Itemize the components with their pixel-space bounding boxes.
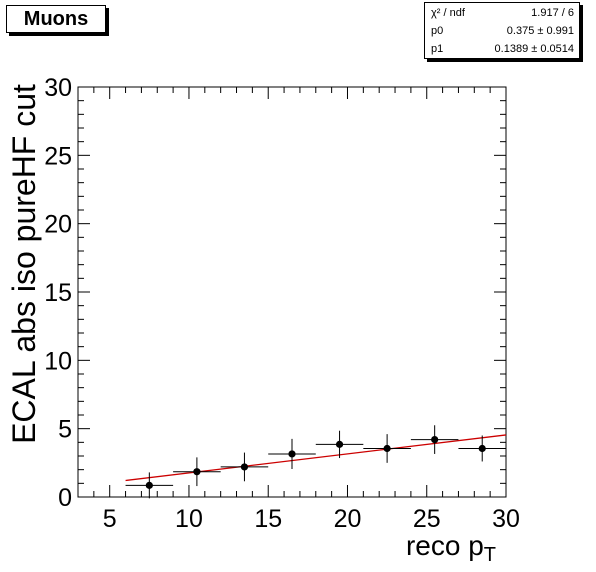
x-tick-label: 15 [254,505,282,533]
fit-line [125,434,507,482]
stats-row-chi2: χ² / ndf 1.917 / 6 [431,5,574,21]
x-tick-label: 20 [334,505,362,533]
data-point [240,463,249,471]
x-tick-label: 5 [103,505,117,533]
stats-value: 0.1389 ± 0.0514 [494,43,574,55]
x-tick-label: 10 [175,505,203,533]
stats-label: χ² / ndf [431,7,465,19]
x-axis-label-subscript: T [484,544,496,566]
data-points [125,425,507,499]
plot-title: Muons [6,5,106,33]
plot-frame [77,86,507,498]
x-axis-label: reco pT [406,530,496,566]
y-tick-label: 10 [44,347,72,375]
y-tick-label: 30 [44,74,72,102]
stats-value: 1.917 / 6 [531,7,574,19]
data-point [383,444,391,453]
y-tick-label: 5 [58,416,72,444]
x-tick-label: 25 [413,505,441,533]
stats-box: χ² / ndf 1.917 / 6 p0 0.375 ± 0.991 p1 0… [424,2,580,59]
stats-row-p1: p1 0.1389 ± 0.0514 [431,41,574,57]
x-tick-label: 30 [492,505,520,533]
data-point [193,468,201,476]
y-axis-label: ECAL abs iso pureHF cut [6,84,42,444]
data-point [335,440,344,448]
y-tick-label: 15 [44,279,72,307]
stats-label: p1 [431,43,444,55]
axes: 5 10 15 20 25 30 0 5 10 15 20 25 30 [44,74,520,533]
data-point [478,444,486,453]
y-tick-label: 0 [58,484,72,512]
stats-value: 0.375 ± 0.991 [506,25,574,37]
data-point [145,481,153,489]
stats-label: p0 [431,25,444,37]
stats-row-p0: p0 0.375 ± 0.991 [431,23,574,39]
y-tick-label: 25 [44,142,72,170]
y-tick-label: 20 [44,211,72,239]
data-point [431,436,439,444]
data-point [288,450,296,458]
